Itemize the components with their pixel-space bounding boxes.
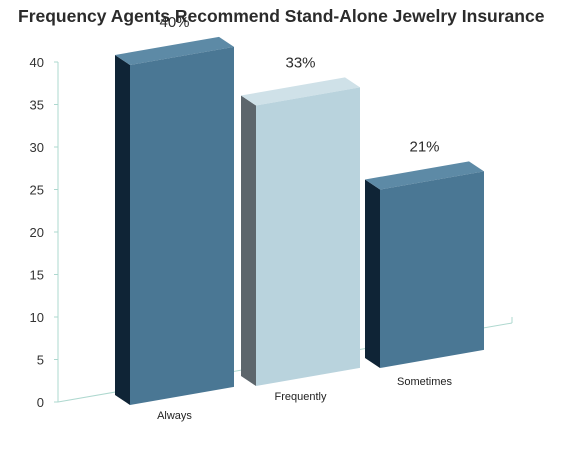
category-labels: Always Frequently Sometimes bbox=[157, 376, 452, 422]
bar-side-frequently bbox=[241, 95, 256, 386]
chart-title: Frequency Agents Recommend Stand-Alone J… bbox=[18, 6, 545, 26]
y-tick-label: 20 bbox=[30, 225, 44, 240]
y-tick-label: 25 bbox=[30, 183, 44, 198]
category-label-always: Always bbox=[157, 410, 192, 422]
data-label-sometimes: 21% bbox=[409, 138, 439, 155]
bar-top-sometimes bbox=[365, 161, 484, 190]
bar-side-always bbox=[115, 55, 130, 405]
category-label-sometimes: Sometimes bbox=[397, 376, 453, 388]
y-tick-label: 30 bbox=[30, 140, 44, 155]
bar-side-sometimes bbox=[365, 179, 380, 368]
data-label-always: 40% bbox=[159, 14, 189, 31]
bars-layer bbox=[115, 36, 484, 406]
y-tick-label: 10 bbox=[30, 310, 44, 325]
bar-top-frequently bbox=[241, 77, 360, 106]
y-tick-label: 40 bbox=[30, 55, 44, 70]
y-tick-label: 35 bbox=[30, 98, 44, 113]
y-tick-labels: 0 5 10 15 20 25 30 35 40 bbox=[30, 55, 58, 410]
bar-top-always bbox=[115, 36, 234, 65]
y-tick-label: 15 bbox=[30, 268, 44, 283]
y-tick-label: 0 bbox=[37, 395, 44, 410]
category-label-frequently: Frequently bbox=[275, 391, 327, 403]
bar-always bbox=[130, 46, 234, 406]
y-tick-label: 5 bbox=[37, 353, 44, 368]
bar-sometimes bbox=[380, 171, 484, 368]
data-labels: 40% 33% 21% bbox=[159, 14, 439, 155]
data-label-frequently: 33% bbox=[285, 54, 315, 71]
bar-frequently bbox=[256, 87, 360, 387]
